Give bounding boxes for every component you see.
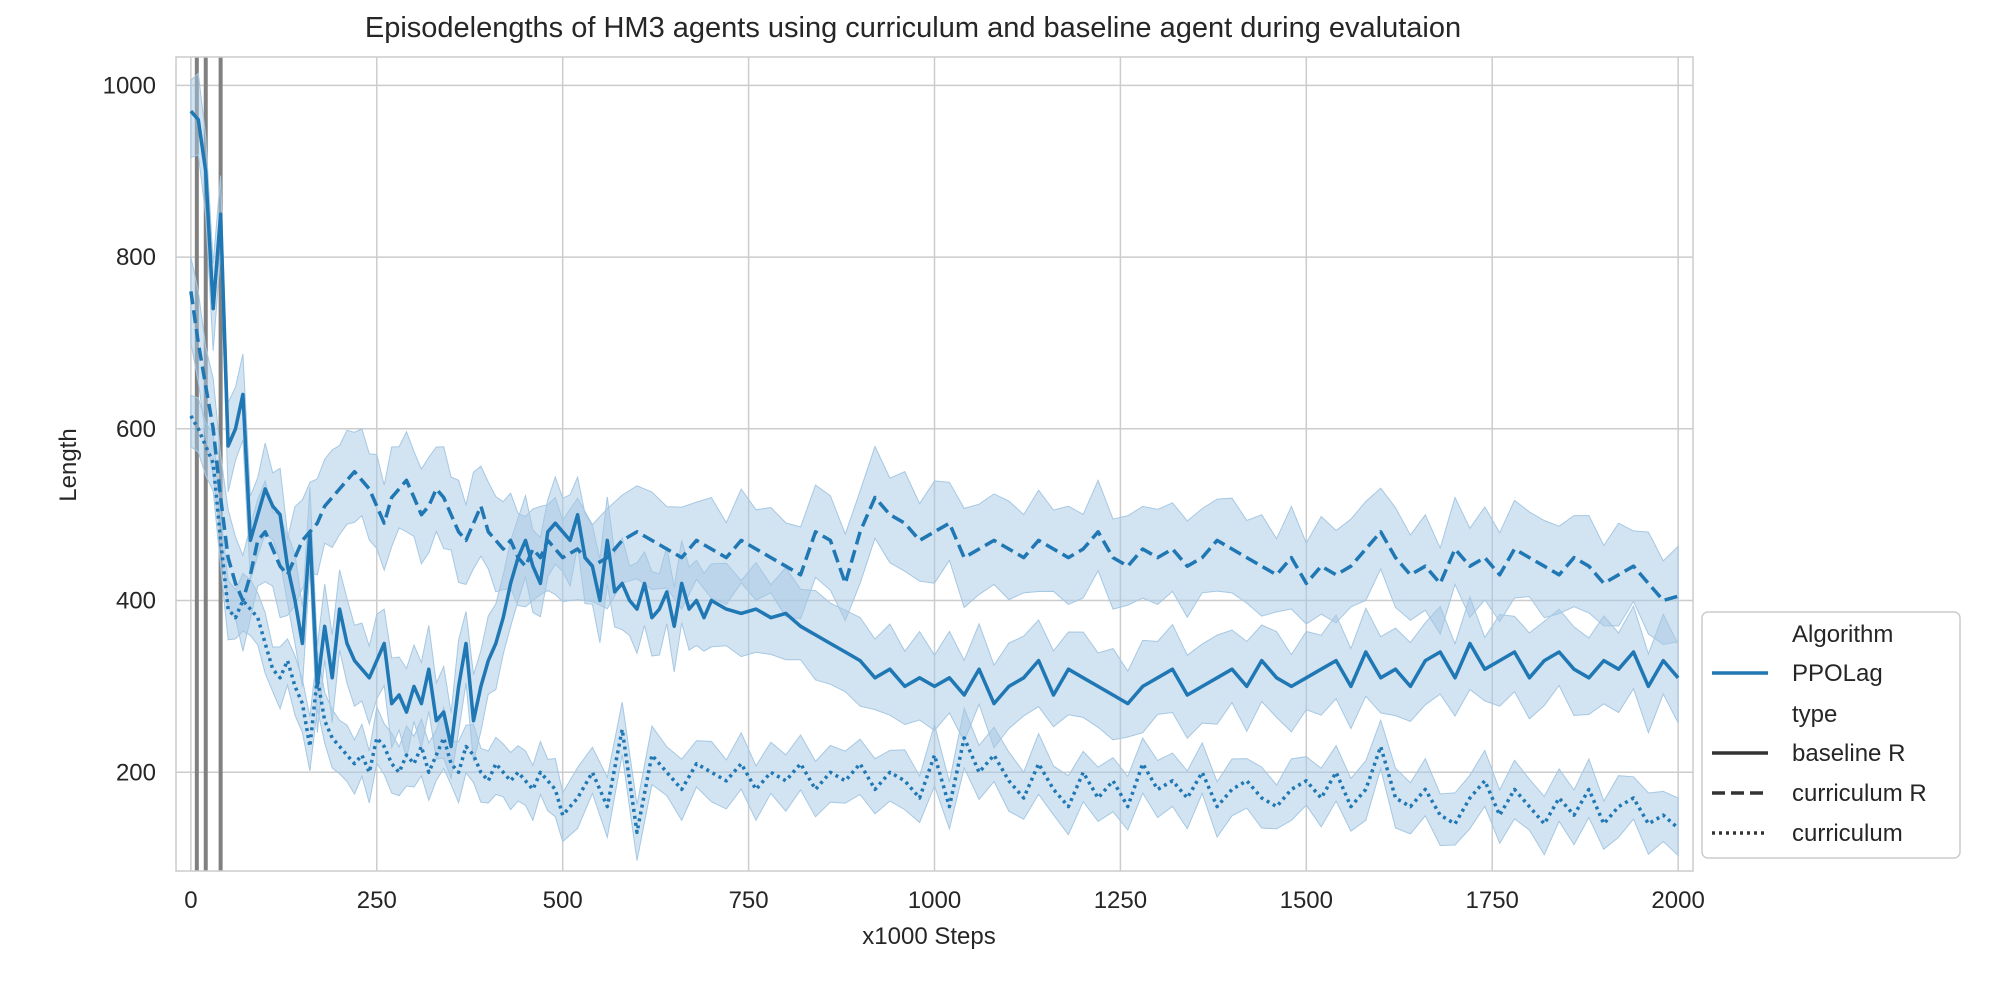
y-tick-label: 200	[116, 759, 156, 786]
x-tick-label: 0	[184, 887, 197, 914]
legend-label-baseline-r: baseline R	[1792, 740, 1905, 767]
plot-frame	[175, 56, 1694, 872]
legend-header-type: type	[1792, 701, 1837, 728]
legend-header-algorithm: Algorithm	[1792, 621, 1893, 648]
grid-layer	[176, 57, 1693, 871]
legend: Algorithm PPOLag type baseline R curricu…	[1701, 611, 1961, 859]
x-tick-label: 2000	[1651, 887, 1704, 914]
x-tick-label: 1000	[908, 887, 961, 914]
line-curriculum-r	[189, 291, 1679, 603]
confidence-bands	[190, 72, 1679, 861]
y-axis-label: Length	[55, 428, 82, 501]
y-tick-label: 600	[116, 416, 156, 443]
x-tick-label: 1750	[1466, 887, 1519, 914]
x-tick-label: 250	[357, 887, 397, 914]
x-tick-label: 750	[729, 887, 769, 914]
legend-label-curriculum: curriculum	[1792, 820, 1903, 847]
x-tick-label: 1500	[1280, 887, 1333, 914]
line-curriculum	[189, 415, 1680, 835]
tick-labels: 0 250 500 750 1000 1250 1500 1750 2000 200 400 600 8…	[103, 72, 1705, 914]
y-tick-label: 400	[116, 588, 156, 615]
x-axis-label: x1000 Steps	[862, 923, 995, 950]
y-tick-label: 800	[116, 244, 156, 271]
line-baseline-r	[189, 109, 1680, 749]
band-curriculum-r	[190, 256, 1679, 652]
x-tick-label: 500	[543, 887, 583, 914]
band-curriculum	[190, 394, 1679, 861]
legend-label-curriculum-r: curriculum R	[1792, 780, 1927, 807]
chart-title: Episodelengths of HM3 agents using curri…	[365, 12, 1461, 44]
series-lines	[189, 109, 1680, 835]
x-tick-label: 1250	[1094, 887, 1147, 914]
legend-label-ppolag: PPOLag	[1792, 660, 1883, 687]
y-tick-label: 1000	[103, 72, 156, 99]
